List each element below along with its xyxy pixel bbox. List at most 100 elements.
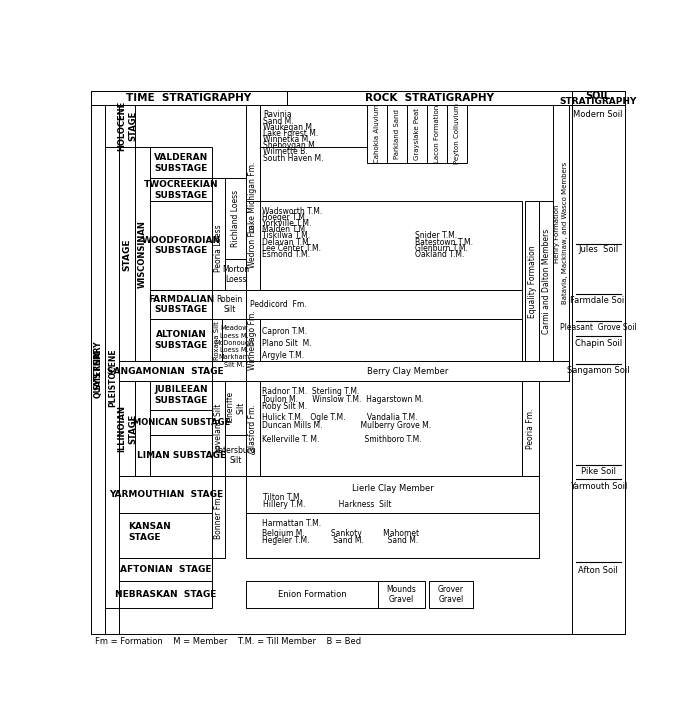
Bar (246, 362, 569, 381)
Text: Capron T.M.: Capron T.M. (262, 327, 307, 336)
Text: WISCONSINAN: WISCONSINAN (138, 221, 147, 288)
Text: Glasford Fm.: Glasford Fm. (248, 404, 258, 453)
Text: Esmond T.M.: Esmond T.M. (262, 250, 310, 259)
Text: HOLOCENE
STAGE: HOLOCENE STAGE (117, 101, 137, 151)
Text: Hillery T.M.              Harkness  Silt: Hillery T.M. Harkness Silt (263, 500, 392, 509)
Bar (526, 202, 539, 362)
Text: Hegeler T.M.          Sand M.          Sand M.: Hegeler T.M. Sand M. Sand M. (262, 537, 418, 545)
Text: Winnetka M.: Winnetka M. (263, 135, 311, 144)
Text: Pleasant  Grove Soil: Pleasant Grove Soil (560, 323, 636, 332)
Bar (222, 319, 246, 362)
Text: WOODFORDIAN
SUBSTAGE: WOODFORDIAN SUBSTAGE (141, 236, 220, 256)
Text: KANSAN: KANSAN (129, 523, 172, 531)
Bar (105, 105, 119, 147)
Text: Afton Soil: Afton Soil (578, 566, 618, 575)
Text: Wedron Fm.: Wedron Fm. (248, 223, 258, 269)
Text: Delavan T.M.: Delavan T.M. (262, 237, 311, 247)
Text: TWOCREEKIAN
SUBSTAGE: TWOCREEKIAN SUBSTAGE (144, 180, 218, 199)
Text: Equality Formation: Equality Formation (528, 245, 537, 317)
Text: VALDERAN
SUBSTAGE: VALDERAN SUBSTAGE (154, 153, 209, 173)
Bar (407, 105, 427, 163)
Text: SYSTEM: SYSTEM (94, 349, 103, 390)
Text: Lake Michigan Fm.: Lake Michigan Fm. (248, 162, 258, 233)
Text: Radnor T.M.  Sterling T.M.: Radnor T.M. Sterling T.M. (262, 387, 359, 396)
Bar (427, 105, 447, 163)
Bar (150, 410, 212, 435)
Bar (150, 435, 212, 476)
Text: Bonner Fm.: Bonner Fm. (214, 495, 223, 539)
Text: STRATIGRAPHY: STRATIGRAPHY (559, 97, 637, 106)
Bar (105, 105, 119, 634)
Bar (119, 147, 135, 362)
Text: Glenburn T.M.: Glenburn T.M. (414, 244, 468, 253)
Text: Roxana Silt: Roxana Silt (214, 321, 220, 360)
Text: Farmdale Soil: Farmdale Soil (570, 296, 626, 305)
Text: Mounds
Gravel: Mounds Gravel (386, 585, 416, 604)
Bar (246, 581, 378, 608)
Bar (288, 91, 572, 105)
Text: Henry Formation
Batavia, Mackinaw, and Wasco Members: Henry Formation Batavia, Mackinaw, and W… (554, 162, 568, 304)
Text: Jules  Soil: Jules Soil (578, 245, 618, 254)
Bar (260, 319, 522, 362)
Text: Sheboygan M.: Sheboygan M. (263, 141, 318, 150)
Bar (225, 259, 246, 290)
Bar (105, 147, 119, 608)
Text: Loveland Silt: Loveland Silt (214, 404, 223, 453)
Bar (150, 202, 212, 290)
Text: Lee Center T.M.: Lee Center T.M. (262, 244, 321, 253)
Text: Lacon Formation: Lacon Formation (434, 105, 440, 163)
Bar (92, 91, 288, 105)
Text: Tiskilwa T.M.: Tiskilwa T.M. (262, 232, 310, 240)
Text: QUATERNARY: QUATERNARY (94, 341, 103, 398)
Bar (150, 178, 212, 202)
Text: Enion Formation: Enion Formation (278, 590, 346, 599)
Text: Tilton T.M.: Tilton T.M. (263, 493, 302, 502)
Text: Fm = Formation    M = Member    T.M. = Till Member    B = Bed: Fm = Formation M = Member T.M. = Till Me… (95, 637, 361, 646)
Bar (386, 105, 407, 163)
Text: Cahokia Aluvium: Cahokia Aluvium (374, 104, 379, 164)
Bar (150, 147, 212, 178)
Text: Chapin Soil: Chapin Soil (575, 339, 622, 347)
Text: Grover
Gravel: Grover Gravel (438, 585, 464, 604)
Bar (367, 105, 386, 163)
Text: Winnebago Fm.: Winnebago Fm. (248, 311, 258, 370)
Text: Argyle T.M.: Argyle T.M. (262, 352, 304, 360)
Bar (225, 178, 246, 259)
Text: Richland Loess: Richland Loess (232, 190, 240, 248)
Text: Berry Clay Member: Berry Clay Member (367, 367, 448, 376)
Bar (246, 105, 260, 290)
Text: Plano Silt  M.: Plano Silt M. (262, 339, 312, 348)
Text: YARMOUTHIAN  STAGE: YARMOUTHIAN STAGE (108, 490, 223, 499)
Bar (150, 319, 212, 362)
Bar (246, 513, 538, 558)
Text: ALTONIAN
SUBSTAGE: ALTONIAN SUBSTAGE (155, 331, 208, 350)
Text: Lierle Clay Member: Lierle Clay Member (351, 484, 433, 493)
Text: South Haven M.: South Haven M. (263, 154, 324, 162)
Text: Meadow
Loess M.
McDonough
Loess M.
Markham
Silt M.: Meadow Loess M. McDonough Loess M. Markh… (214, 325, 253, 368)
Text: STAGE: STAGE (122, 238, 132, 271)
Bar (246, 202, 260, 290)
Text: Peyton Colluvium: Peyton Colluvium (454, 103, 460, 165)
Bar (378, 581, 425, 608)
Text: AFTONIAN  STAGE: AFTONIAN STAGE (120, 565, 211, 574)
Bar (150, 381, 212, 410)
Bar (428, 581, 473, 608)
Bar (260, 202, 522, 290)
Text: NEBRASKAN  STAGE: NEBRASKAN STAGE (115, 590, 216, 599)
Text: Petersburg
Silt: Petersburg Silt (215, 446, 256, 465)
Text: TIME  STRATIGRAPHY: TIME STRATIGRAPHY (125, 93, 251, 103)
Text: PLEISTOCENE: PLEISTOCENE (108, 348, 117, 407)
Text: MONICAN SUBSTAGE: MONICAN SUBSTAGE (133, 418, 230, 427)
Text: Peddicord  Fm.: Peddicord Fm. (251, 300, 307, 309)
Bar (119, 558, 212, 581)
Bar (260, 105, 468, 147)
Text: Carmi and Dalton Members: Carmi and Dalton Members (542, 229, 551, 334)
Bar (92, 105, 105, 634)
Text: Wadsworth T.M.: Wadsworth T.M. (262, 207, 322, 215)
Text: Hoeger T.M.: Hoeger T.M. (262, 213, 307, 222)
Text: Malden T.M.: Malden T.M. (262, 225, 307, 234)
Text: Waukegan M.: Waukegan M. (263, 123, 315, 132)
Bar (212, 476, 225, 558)
Bar (212, 319, 222, 362)
Bar (246, 319, 260, 362)
